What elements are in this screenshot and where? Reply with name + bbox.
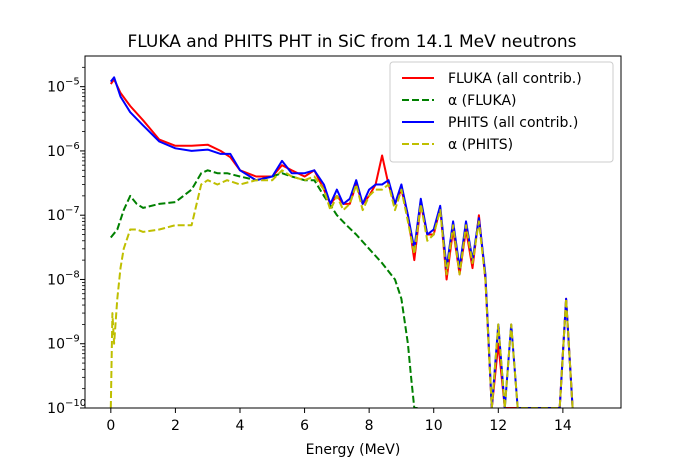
x-tick-label: 0	[106, 418, 115, 434]
y-tick-label: 10	[47, 208, 65, 224]
legend-box	[389, 61, 614, 163]
series-line-2	[110, 169, 418, 408]
y-tick-label: 10	[47, 144, 65, 160]
series-line-4	[109, 169, 574, 408]
legend: FLUKA (all contrib.) α (FLUKA) PHITS (all …	[389, 61, 614, 163]
y-tick-label: 10	[47, 80, 65, 96]
plot-frame	[84, 55, 622, 409]
y-tick-label: 10	[47, 401, 65, 417]
x-tick-label: 2	[171, 418, 180, 434]
x-tick-label: 14	[554, 418, 572, 434]
x-tick-label: 10	[425, 418, 443, 434]
x-tick-label: 12	[489, 418, 507, 434]
x-axis-label: Energy (MeV)	[306, 442, 401, 458]
y-tick-exponent: −9	[65, 334, 80, 345]
plot-clip-group	[109, 76, 574, 408]
legend-label-3: PHITS (all contrib.)	[448, 115, 578, 131]
legend-label-4: α (PHITS)	[448, 137, 513, 153]
legend-label-1: FLUKA (all contrib.)	[448, 71, 582, 87]
x-tick-label: 4	[236, 418, 245, 434]
y-tick-exponent: −7	[65, 205, 80, 216]
x-tick-label: 8	[365, 418, 374, 434]
y-tick-exponent: −6	[65, 141, 80, 152]
y-tick-label: 10	[47, 272, 65, 288]
legend-label-2: α (FLUKA)	[448, 93, 517, 109]
y-tick-exponent: −8	[65, 269, 80, 280]
chart-title: FLUKA and PHITS PHT in SiC from 14.1 MeV…	[128, 32, 577, 52]
x-axis: 0 2 4 6 8 10 12 14	[106, 408, 572, 434]
series-line-3	[110, 76, 574, 408]
y-tick-label: 10	[47, 337, 65, 353]
x-tick-label: 6	[300, 418, 309, 434]
y-tick-exponent: −10	[65, 398, 86, 409]
y-tick-exponent: −5	[65, 77, 80, 88]
